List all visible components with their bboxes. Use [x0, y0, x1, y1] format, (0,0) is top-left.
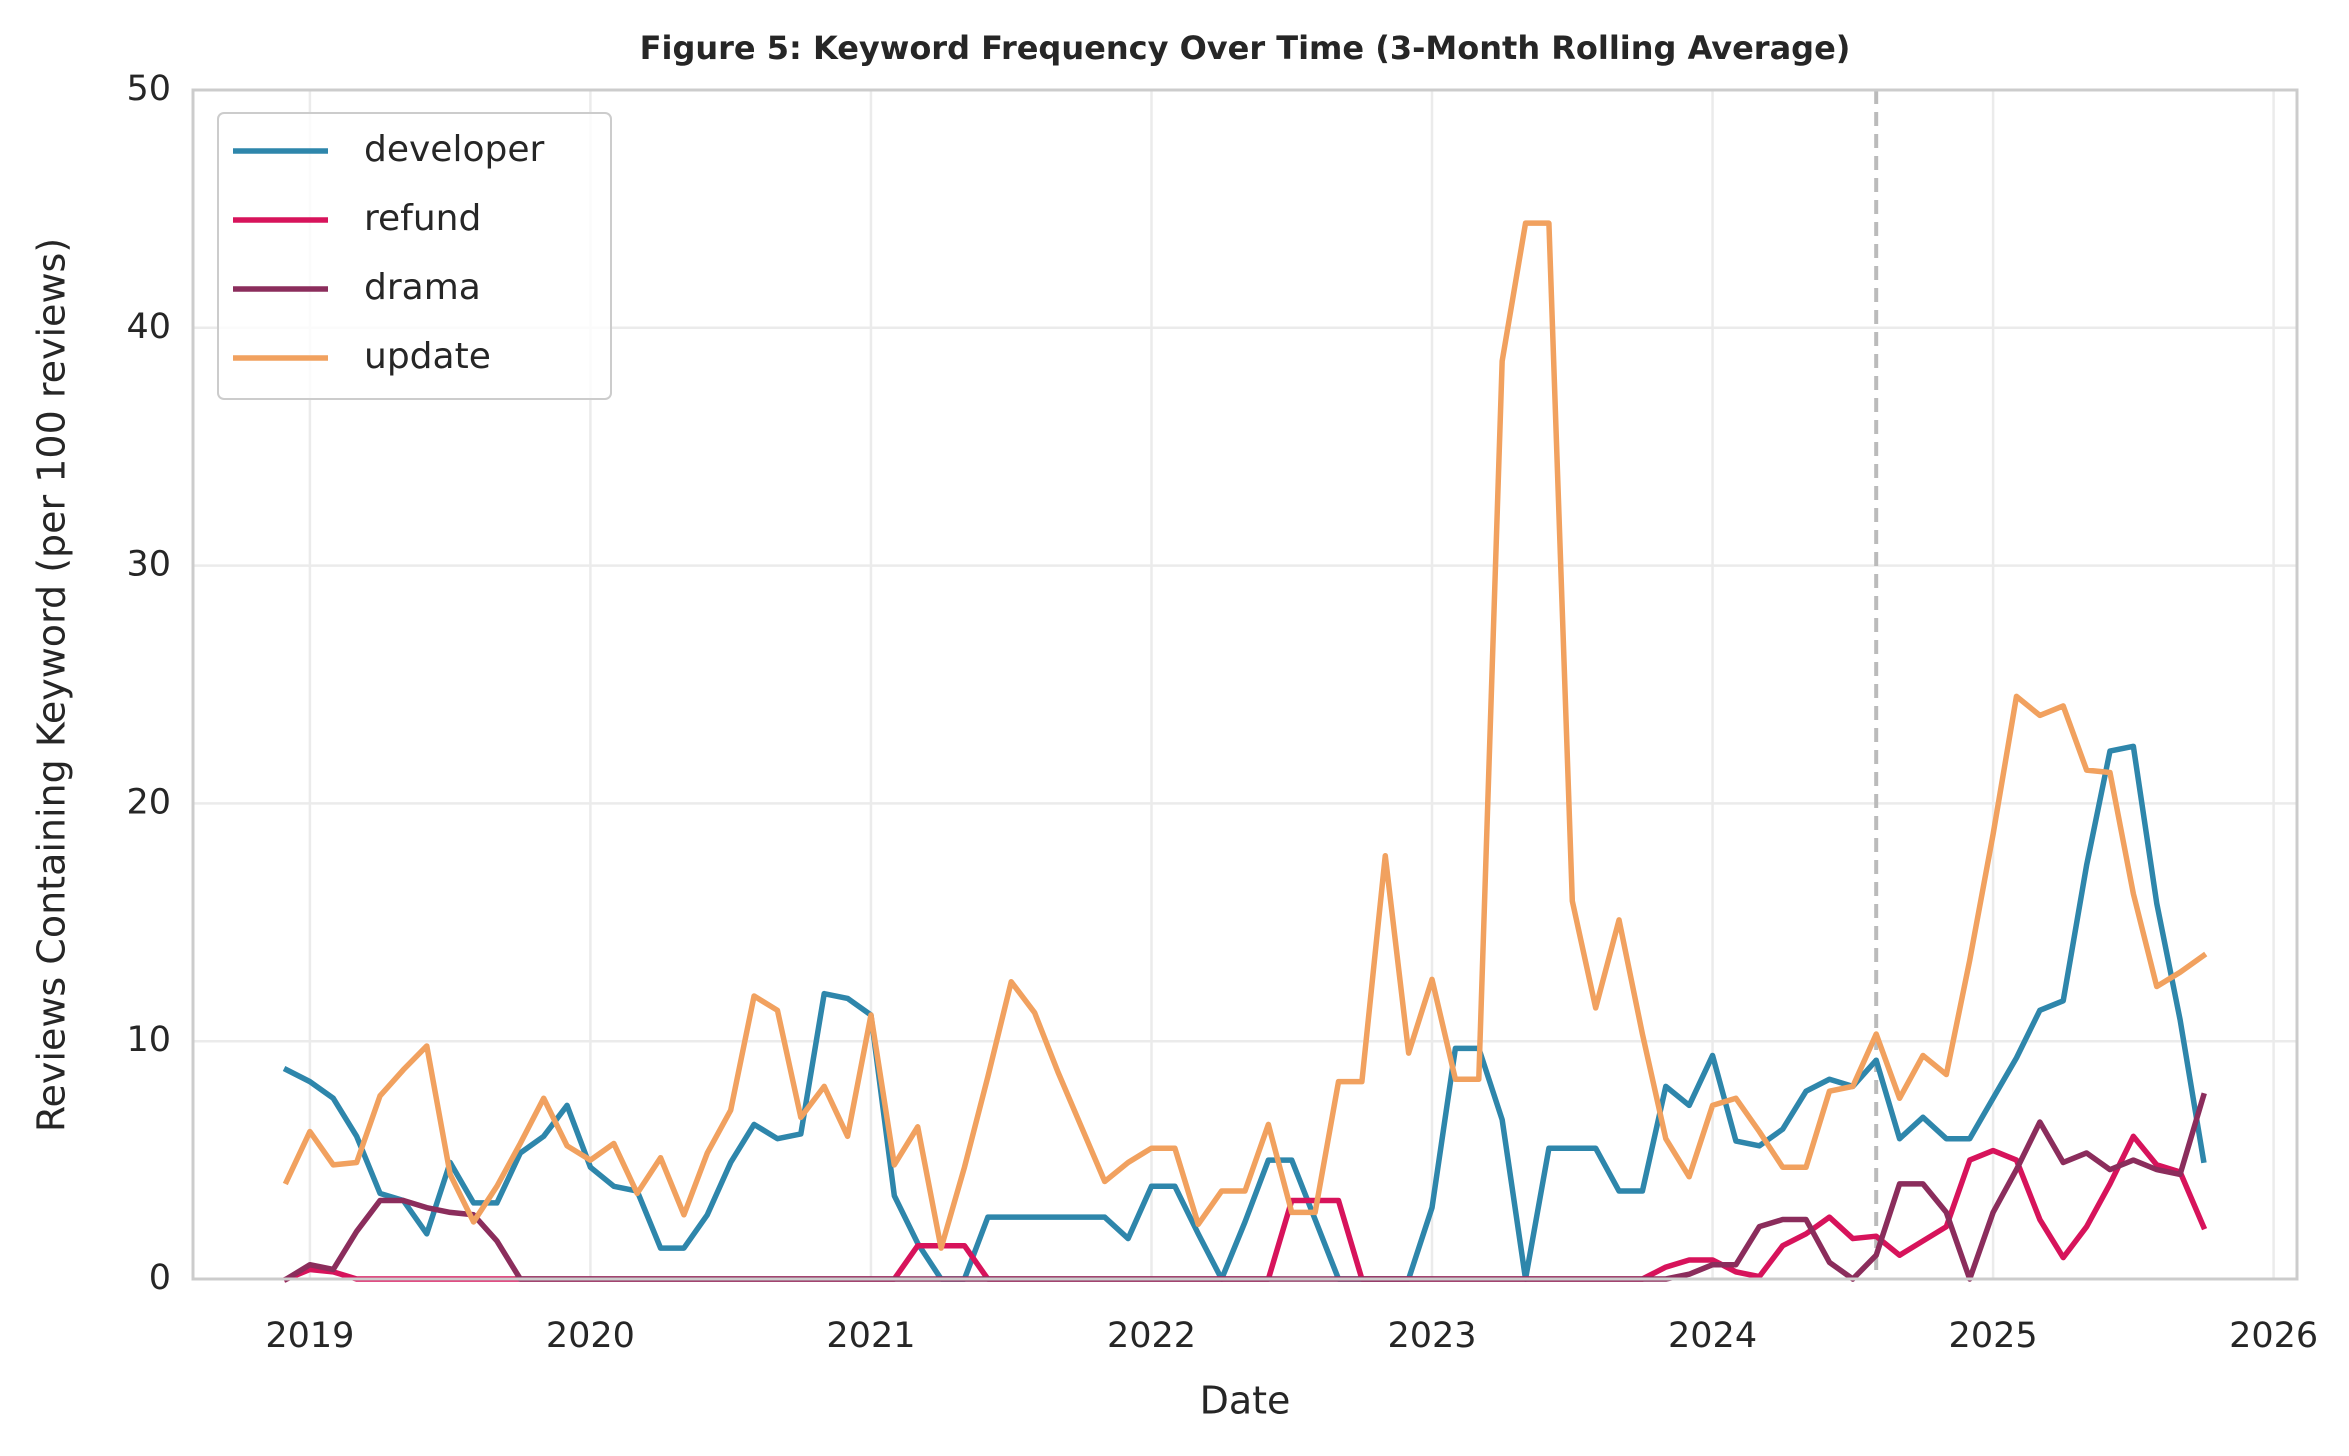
y-tick-label: 50	[126, 69, 171, 109]
plot-frame	[191, 88, 2299, 1281]
legend-box	[217, 112, 612, 400]
y-tick-label: 40	[126, 307, 171, 347]
legend-label: refund	[364, 198, 481, 239]
x-tick-label: 2021	[826, 1316, 915, 1356]
y-tick-label: 10	[126, 1020, 171, 1060]
x-tick-label: 2020	[546, 1316, 635, 1356]
x-tick-label: 2023	[1387, 1316, 1476, 1356]
chart-title: Figure 5: Keyword Frequency Over Time (3…	[640, 29, 1851, 67]
series-line	[282, 743, 2207, 1282]
x-axis-label: Date	[1200, 1379, 1291, 1423]
x-tick-label: 2024	[1668, 1316, 1757, 1356]
legend-label: drama	[364, 267, 481, 308]
legend-label: developer	[364, 129, 544, 170]
series-line	[282, 220, 2208, 1251]
y-tick-label: 30	[126, 545, 171, 585]
x-tick-label: 2019	[265, 1316, 354, 1356]
y-tick-label: 0	[149, 1258, 171, 1298]
legend: developer refund drama update	[217, 112, 612, 400]
series-line	[282, 1133, 2208, 1283]
legend-label: update	[364, 336, 491, 377]
x-tick-label: 2025	[1949, 1316, 2038, 1356]
y-tick-label: 20	[126, 782, 171, 822]
x-tick-label: 2022	[1107, 1316, 1196, 1356]
x-tick-label: 2026	[2229, 1316, 2318, 1356]
y-axis-label: Reviews Containing Keyword (per 100 revi…	[30, 238, 74, 1132]
